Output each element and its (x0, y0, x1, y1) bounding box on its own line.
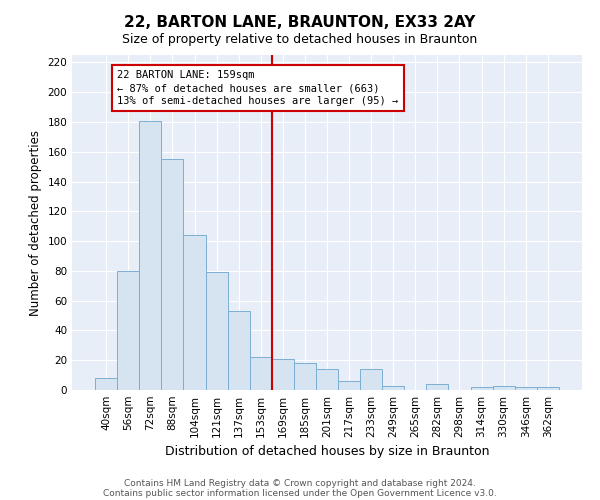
Bar (250, 357, 272, 390)
Text: 22 BARTON LANE: 159sqm
← 87% of detached houses are smaller (663)
13% of semi-de: 22 BARTON LANE: 159sqm ← 87% of detached… (117, 70, 398, 106)
Bar (470, 387, 493, 390)
Y-axis label: Number of detached properties: Number of detached properties (29, 130, 42, 316)
X-axis label: Distribution of detached houses by size in Braunton: Distribution of detached houses by size … (165, 446, 489, 458)
Bar (227, 311, 250, 390)
Bar (161, 159, 184, 390)
Bar (493, 386, 515, 390)
Bar (537, 387, 559, 390)
Bar (427, 384, 448, 390)
Text: Contains public sector information licensed under the Open Government Licence v3: Contains public sector information licen… (103, 488, 497, 498)
Bar (95, 378, 117, 390)
Bar (272, 358, 294, 390)
Bar (515, 387, 537, 390)
Bar (184, 235, 206, 390)
Bar (139, 120, 161, 390)
Bar (382, 386, 404, 390)
Bar (360, 369, 382, 390)
Text: Size of property relative to detached houses in Braunton: Size of property relative to detached ho… (122, 32, 478, 46)
Bar (206, 272, 227, 390)
Bar (316, 369, 338, 390)
Bar (338, 381, 360, 390)
Bar (117, 271, 139, 390)
Text: Contains HM Land Registry data © Crown copyright and database right 2024.: Contains HM Land Registry data © Crown c… (124, 478, 476, 488)
Text: 22, BARTON LANE, BRAUNTON, EX33 2AY: 22, BARTON LANE, BRAUNTON, EX33 2AY (124, 15, 476, 30)
Bar (294, 363, 316, 390)
